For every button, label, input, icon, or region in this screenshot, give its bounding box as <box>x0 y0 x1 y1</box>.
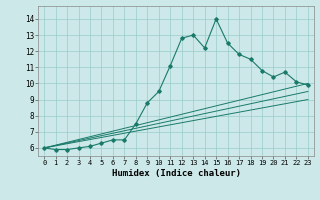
X-axis label: Humidex (Indice chaleur): Humidex (Indice chaleur) <box>111 169 241 178</box>
